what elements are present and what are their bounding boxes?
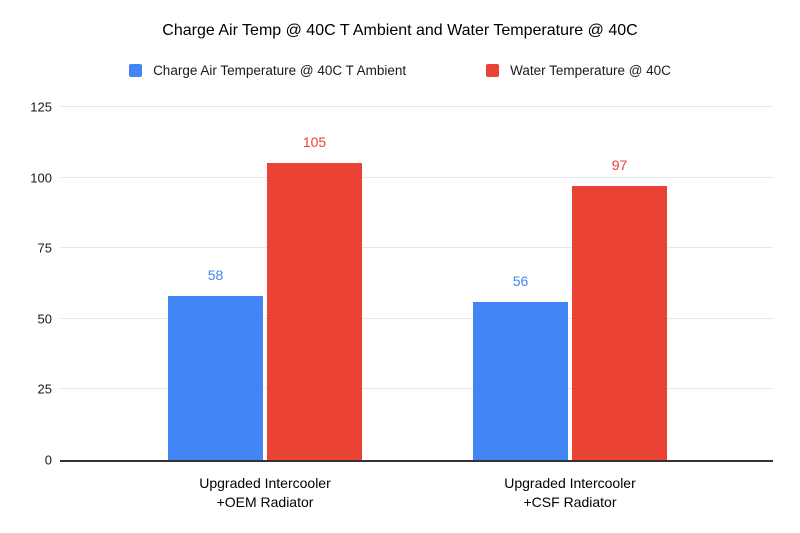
gridline xyxy=(60,317,773,319)
legend-label: Charge Air Temperature @ 40C T Ambient xyxy=(153,62,407,78)
chart-legend: Charge Air Temperature @ 40C T Ambient Wa… xyxy=(0,62,800,78)
gridline xyxy=(60,247,773,249)
bar-charge-air-temperature xyxy=(168,296,263,460)
bar-value-label: 97 xyxy=(611,157,628,174)
y-axis-tick-label: 0 xyxy=(44,452,52,468)
bar-water-temperature xyxy=(267,163,362,460)
legend-label: Water Temperature @ 40C xyxy=(510,62,671,78)
y-axis-tick-label: 25 xyxy=(37,381,52,397)
legend-item-water-temperature: Water Temperature @ 40C xyxy=(486,63,671,78)
legend-swatch-charge-air-temperature xyxy=(129,63,143,77)
plot-area: 58 105 56 97 xyxy=(60,106,773,462)
x-axis-category-label: Upgraded Intercooler +CSF Radiator xyxy=(504,475,636,510)
bar-water-temperature xyxy=(572,186,667,460)
bar-value-label: 58 xyxy=(207,267,224,284)
y-axis-tick-label: 125 xyxy=(30,99,52,115)
bar-wrap-charge-air-temperature: 56 xyxy=(473,273,568,460)
gridline xyxy=(60,106,773,107)
gridline xyxy=(60,176,773,178)
y-axis: 0 25 50 75 100 125 xyxy=(0,100,52,468)
bar-charge-air-temperature xyxy=(473,301,568,460)
gridline xyxy=(60,388,773,390)
y-axis-tick-label: 50 xyxy=(37,311,52,327)
bar-value-label: 105 xyxy=(302,134,327,151)
x-axis-category-label: Upgraded Intercooler +OEM Radiator xyxy=(199,475,331,510)
y-axis-tick-label: 100 xyxy=(30,170,52,186)
x-axis-labels: Upgraded Intercooler +OEM Radiator Upgrad… xyxy=(0,474,800,519)
bar-group: 56 97 xyxy=(473,107,667,460)
bar-group: 58 105 xyxy=(168,107,362,460)
bar-wrap-water-temperature: 97 xyxy=(572,157,667,460)
chart-title: Charge Air Temp @ 40C T Ambient and Wate… xyxy=(162,22,638,39)
bar-wrap-charge-air-temperature: 58 xyxy=(168,267,263,460)
bar-wrap-water-temperature: 105 xyxy=(267,134,362,460)
bar-value-label: 56 xyxy=(512,272,529,289)
legend-swatch-water-temperature xyxy=(486,63,500,77)
legend-item-charge-air-temperature: Charge Air Temperature @ 40C T Ambient xyxy=(129,63,406,78)
y-axis-tick-label: 75 xyxy=(37,240,52,256)
